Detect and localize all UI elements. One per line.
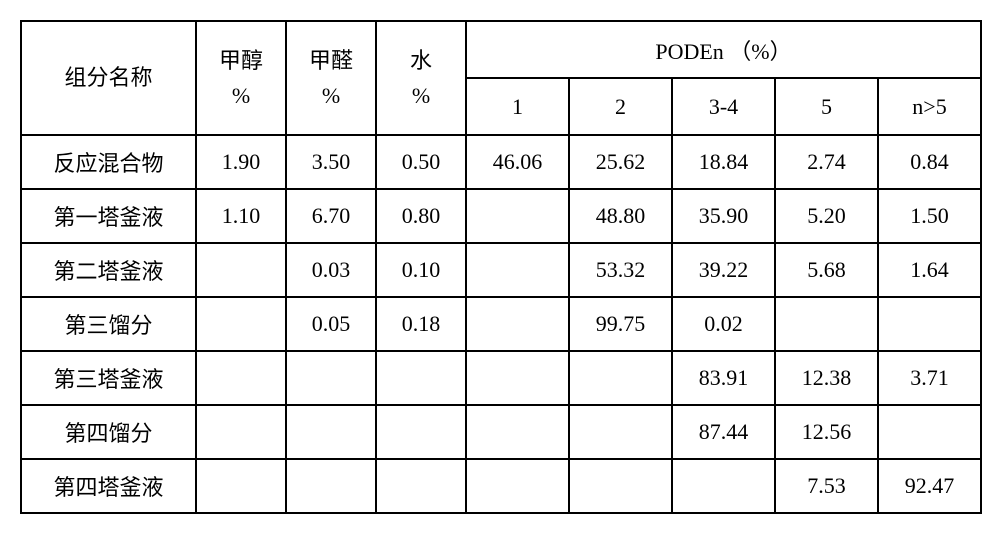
cell bbox=[466, 297, 569, 351]
cell bbox=[466, 459, 569, 513]
header-sub-0: 1 bbox=[466, 78, 569, 135]
cell: 12.56 bbox=[775, 405, 878, 459]
cell: 6.70 bbox=[286, 189, 376, 243]
cell bbox=[286, 459, 376, 513]
cell: 1.10 bbox=[196, 189, 286, 243]
cell: 1.50 bbox=[878, 189, 981, 243]
cell: 83.91 bbox=[672, 351, 775, 405]
cell: 3.71 bbox=[878, 351, 981, 405]
header-col-2: 水 % bbox=[376, 21, 466, 135]
cell: 0.02 bbox=[672, 297, 775, 351]
table-row: 第三塔釜液 83.91 12.38 3.71 bbox=[21, 351, 981, 405]
cell bbox=[878, 405, 981, 459]
cell: 0.03 bbox=[286, 243, 376, 297]
row-name: 第三塔釜液 bbox=[21, 351, 196, 405]
header-sub-3: 5 bbox=[775, 78, 878, 135]
header-name: 组分名称 bbox=[21, 21, 196, 135]
cell: 1.64 bbox=[878, 243, 981, 297]
composition-table: 组分名称 甲醇 % 甲醛 % 水 % PODEn （%） 1 2 3-4 5 n… bbox=[20, 20, 982, 514]
header-col-1: 甲醛 % bbox=[286, 21, 376, 135]
row-name: 第四馏分 bbox=[21, 405, 196, 459]
cell: 12.38 bbox=[775, 351, 878, 405]
table-row: 第三馏分 0.05 0.18 99.75 0.02 bbox=[21, 297, 981, 351]
table-body: 反应混合物 1.90 3.50 0.50 46.06 25.62 18.84 2… bbox=[21, 135, 981, 513]
cell: 7.53 bbox=[775, 459, 878, 513]
cell: 2.74 bbox=[775, 135, 878, 189]
cell bbox=[196, 351, 286, 405]
cell: 39.22 bbox=[672, 243, 775, 297]
header-group: PODEn （%） bbox=[466, 21, 981, 78]
cell: 0.80 bbox=[376, 189, 466, 243]
header-col-0: 甲醇 % bbox=[196, 21, 286, 135]
cell: 5.20 bbox=[775, 189, 878, 243]
cell: 5.68 bbox=[775, 243, 878, 297]
cell bbox=[286, 351, 376, 405]
table-row: 反应混合物 1.90 3.50 0.50 46.06 25.62 18.84 2… bbox=[21, 135, 981, 189]
header-sub-4: n>5 bbox=[878, 78, 981, 135]
table-row: 第二塔釜液 0.03 0.10 53.32 39.22 5.68 1.64 bbox=[21, 243, 981, 297]
cell bbox=[466, 189, 569, 243]
cell: 18.84 bbox=[672, 135, 775, 189]
cell: 0.10 bbox=[376, 243, 466, 297]
hdr-col-0-bot: % bbox=[232, 83, 250, 108]
cell: 1.90 bbox=[196, 135, 286, 189]
cell bbox=[878, 297, 981, 351]
cell: 53.32 bbox=[569, 243, 672, 297]
table-row: 第四塔釜液 7.53 92.47 bbox=[21, 459, 981, 513]
cell: 0.05 bbox=[286, 297, 376, 351]
table-row: 第四馏分 87.44 12.56 bbox=[21, 405, 981, 459]
cell bbox=[376, 351, 466, 405]
cell bbox=[286, 405, 376, 459]
cell bbox=[569, 459, 672, 513]
row-name: 第四塔釜液 bbox=[21, 459, 196, 513]
table-row: 第一塔釜液 1.10 6.70 0.80 48.80 35.90 5.20 1.… bbox=[21, 189, 981, 243]
cell: 0.84 bbox=[878, 135, 981, 189]
header-sub-2: 3-4 bbox=[672, 78, 775, 135]
cell bbox=[569, 405, 672, 459]
row-name: 第三馏分 bbox=[21, 297, 196, 351]
cell bbox=[775, 297, 878, 351]
cell bbox=[376, 459, 466, 513]
row-name: 反应混合物 bbox=[21, 135, 196, 189]
hdr-col-1-top: 甲醛 bbox=[309, 48, 353, 73]
cell bbox=[196, 297, 286, 351]
hdr-col-2-bot: % bbox=[412, 83, 430, 108]
cell: 99.75 bbox=[569, 297, 672, 351]
cell: 25.62 bbox=[569, 135, 672, 189]
hdr-col-1-bot: % bbox=[322, 83, 340, 108]
cell: 87.44 bbox=[672, 405, 775, 459]
row-name: 第二塔釜液 bbox=[21, 243, 196, 297]
cell: 0.18 bbox=[376, 297, 466, 351]
hdr-col-2-top: 水 bbox=[410, 48, 432, 73]
cell bbox=[196, 405, 286, 459]
cell: 0.50 bbox=[376, 135, 466, 189]
cell: 48.80 bbox=[569, 189, 672, 243]
cell bbox=[466, 351, 569, 405]
cell bbox=[569, 351, 672, 405]
cell: 46.06 bbox=[466, 135, 569, 189]
cell: 3.50 bbox=[286, 135, 376, 189]
hdr-col-0-top: 甲醇 bbox=[219, 48, 263, 73]
cell: 35.90 bbox=[672, 189, 775, 243]
header-sub-1: 2 bbox=[569, 78, 672, 135]
cell bbox=[672, 459, 775, 513]
cell bbox=[196, 459, 286, 513]
cell: 92.47 bbox=[878, 459, 981, 513]
row-name: 第一塔釜液 bbox=[21, 189, 196, 243]
cell bbox=[466, 243, 569, 297]
cell bbox=[376, 405, 466, 459]
cell bbox=[196, 243, 286, 297]
cell bbox=[466, 405, 569, 459]
